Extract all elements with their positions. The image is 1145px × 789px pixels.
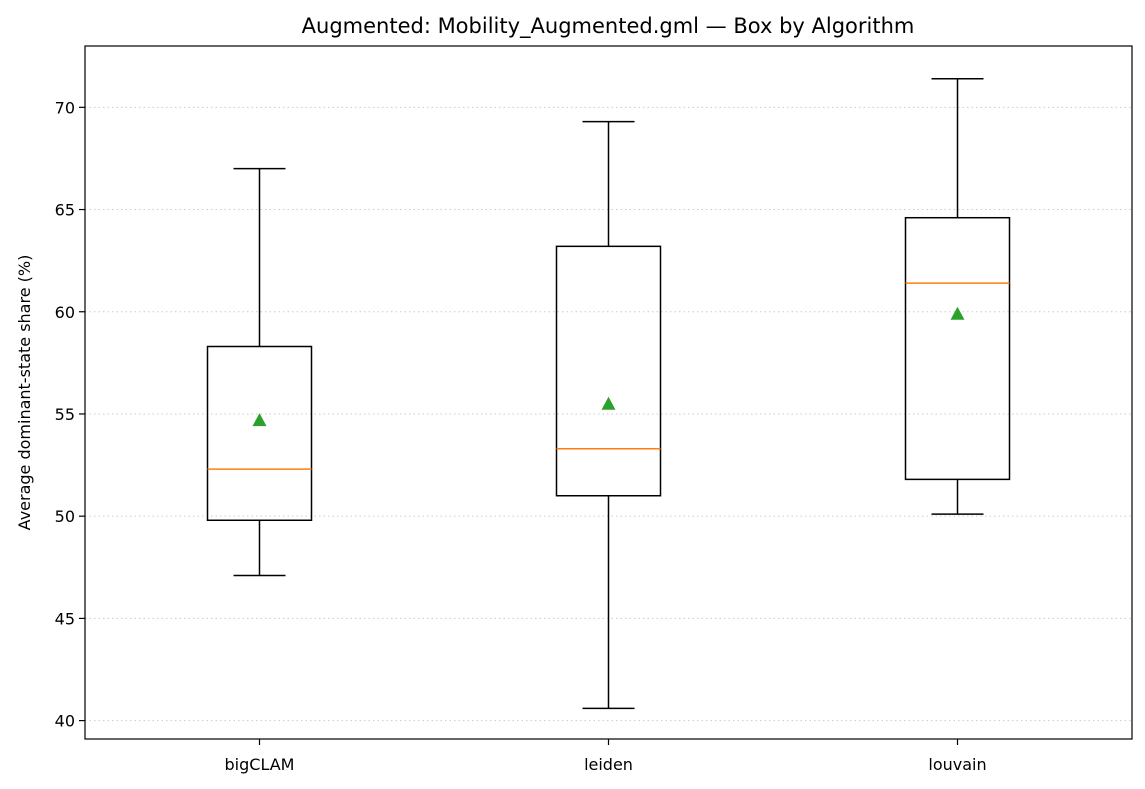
y-tick-label: 50 — [55, 507, 75, 526]
x-tick-label: bigCLAM — [225, 755, 295, 774]
boxes — [206, 77, 1011, 710]
x-tick-label: louvain — [928, 755, 986, 774]
iqr-box — [904, 216, 1011, 481]
y-tick-label: 60 — [55, 303, 75, 322]
y-axis-ticks: 40 45 50 55 60 65 70 — [55, 98, 85, 731]
y-tick-label: 70 — [55, 98, 75, 117]
x-axis-ticks: bigCLAM leiden louvain — [225, 739, 987, 774]
x-tick-label: leiden — [584, 755, 633, 774]
y-tick-label: 40 — [55, 712, 75, 731]
box-louvain — [904, 77, 1011, 515]
box-leiden — [555, 120, 662, 710]
y-axis-label: Average dominant-state share (%) — [15, 255, 34, 531]
box-bigCLAM — [206, 167, 313, 577]
mean-marker — [252, 413, 267, 427]
mean-marker — [950, 306, 965, 320]
iqr-box — [555, 245, 662, 497]
y-tick-label: 65 — [55, 201, 75, 220]
y-tick-label: 55 — [55, 405, 75, 424]
iqr-box — [206, 345, 313, 522]
mean-marker — [601, 396, 616, 410]
y-tick-label: 45 — [55, 609, 75, 628]
chart-title: Augmented: Mobility_Augmented.gml — Box … — [302, 14, 915, 39]
